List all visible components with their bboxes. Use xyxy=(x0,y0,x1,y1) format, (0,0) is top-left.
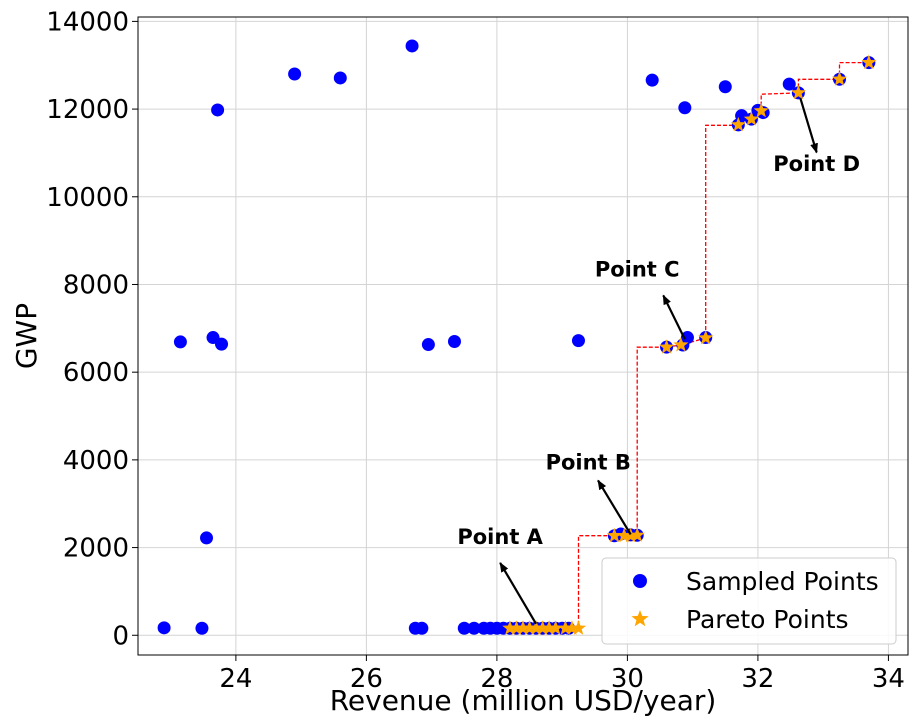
pareto-point xyxy=(673,337,689,352)
y-tick-label: 14000 xyxy=(46,7,129,37)
sampled-point xyxy=(211,103,225,117)
x-tick-label: 30 xyxy=(611,664,644,694)
y-tick-label: 6000 xyxy=(63,358,129,388)
pareto-point xyxy=(541,620,557,635)
x-tick-label: 24 xyxy=(219,664,252,694)
plot-frame xyxy=(137,16,909,656)
legend-sampled-marker xyxy=(633,574,647,588)
legend-box xyxy=(601,557,897,645)
sampled-points-series xyxy=(157,39,876,635)
pareto-point xyxy=(564,620,580,635)
pareto-point xyxy=(535,620,551,635)
pareto-point xyxy=(515,620,531,635)
sampled-point xyxy=(467,621,481,635)
sampled-point xyxy=(415,621,429,635)
pareto-point xyxy=(743,111,759,126)
sampled-point xyxy=(680,331,694,345)
sampled-point xyxy=(157,621,171,635)
y-axis-label: GWP xyxy=(10,303,43,369)
annotation-arrow xyxy=(499,562,537,625)
annotation-arrow xyxy=(597,479,632,535)
annotation-label: Point C xyxy=(595,258,680,282)
pareto-point xyxy=(629,527,645,542)
pareto-point xyxy=(730,116,746,132)
pareto-point xyxy=(659,339,675,354)
sampled-point xyxy=(571,334,585,348)
sampled-point xyxy=(447,334,461,348)
legend-pareto-label: Pareto Points xyxy=(686,605,849,634)
y-tick-label: 0 xyxy=(112,621,129,651)
pareto-point xyxy=(528,620,544,635)
sampled-point xyxy=(173,335,187,349)
sampled-point xyxy=(405,39,419,53)
pareto-points-series xyxy=(502,54,877,635)
pareto-point xyxy=(698,330,714,345)
pareto-point xyxy=(831,71,848,86)
sampled-point xyxy=(288,67,302,81)
x-tick-label: 26 xyxy=(350,664,383,694)
pareto-point xyxy=(861,54,877,70)
y-tick-label: 2000 xyxy=(63,534,129,564)
sampled-point xyxy=(200,531,214,545)
sampled-point xyxy=(678,101,692,115)
annotation-arrow xyxy=(799,97,818,154)
grid xyxy=(138,17,908,655)
annotation-label: Point D xyxy=(773,152,860,176)
y-tick-label: 10000 xyxy=(46,183,129,213)
sampled-point xyxy=(718,80,732,94)
sampled-point xyxy=(333,71,347,85)
y-tick-label: 4000 xyxy=(63,446,129,476)
pareto-point xyxy=(623,527,639,543)
annotation-label: Point A xyxy=(457,525,543,549)
legend: Sampled Points Pareto Points xyxy=(601,557,897,645)
pareto-point xyxy=(753,102,769,118)
annotation-label: Point B xyxy=(546,451,631,475)
annotations: Point A Point B Point C Point D xyxy=(457,97,860,625)
pareto-point xyxy=(502,620,518,635)
sampled-point xyxy=(215,337,229,351)
y-tick-label: 8000 xyxy=(63,270,129,300)
annotation-arrow xyxy=(662,294,686,340)
x-tick-label: 28 xyxy=(480,664,513,694)
pareto-point xyxy=(606,527,622,543)
x-axis-label: Revenue (million USD/year) xyxy=(330,684,717,717)
y-axis-ticks: 0 2000 4000 6000 8000 10000 12000 14000 xyxy=(46,7,138,651)
pareto-point xyxy=(548,620,564,635)
sampled-point xyxy=(457,621,471,635)
sampled-point xyxy=(645,73,659,87)
pareto-point xyxy=(557,620,573,635)
sampled-point xyxy=(421,338,435,352)
x-axis-ticks: 24 26 28 30 32 34 xyxy=(219,655,905,694)
pareto-point xyxy=(508,620,525,635)
pareto-point xyxy=(521,620,538,635)
x-tick-label: 32 xyxy=(741,664,774,694)
sampled-point xyxy=(195,621,209,635)
pareto-point xyxy=(790,84,806,100)
legend-pareto-marker xyxy=(631,610,649,627)
sampled-point xyxy=(782,77,796,91)
y-tick-label: 12000 xyxy=(46,95,129,125)
legend-sampled-label: Sampled Points xyxy=(686,567,879,596)
pareto-point xyxy=(616,527,632,543)
x-tick-label: 34 xyxy=(872,664,905,694)
pareto-point xyxy=(570,620,587,635)
